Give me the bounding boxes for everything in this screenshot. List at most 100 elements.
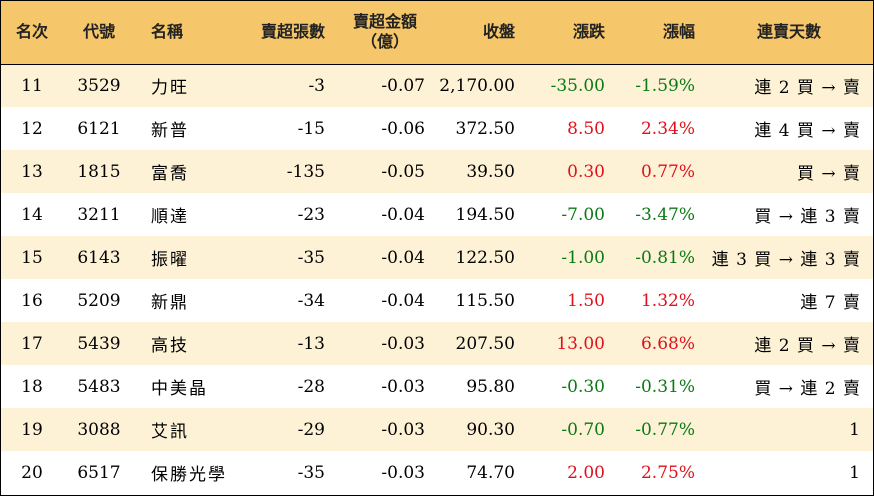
cell-sell-amount: -0.04: [381, 290, 425, 311]
cell-close: 39.50: [466, 161, 515, 182]
table-row: 19 3088 艾訊 -29 -0.03 90.30 -0.70 -0.77% 1: [1, 408, 873, 451]
cell-rank: 20: [21, 462, 43, 483]
table-row: 13 1815 富喬 -135 -0.05 39.50 0.30 0.77% 買 → 賣: [1, 150, 873, 193]
cell-close: 122.50: [455, 247, 515, 268]
cell-change: 1.50: [567, 290, 605, 311]
cell-change: -7.00: [561, 204, 605, 225]
cell-sell-lots: -3: [308, 75, 325, 96]
cell-code: 3529: [77, 75, 121, 96]
cell-code: 6121: [77, 118, 121, 139]
cell-sell-amount: -0.07: [381, 75, 425, 96]
cell-rank: 16: [21, 290, 43, 311]
cell-sell-lots: -15: [297, 118, 325, 139]
cell-sell-streak: 連 2 買 → 賣: [754, 336, 861, 356]
header-sell-streak: 連賣天數: [705, 1, 873, 65]
cell-sell-amount: -0.03: [381, 419, 425, 440]
cell-name: 順達: [151, 207, 189, 227]
cell-name: 保勝光學: [151, 465, 227, 485]
table-row: 17 5439 高技 -13 -0.03 207.50 13.00 6.68% 連 2 買 → …: [1, 322, 873, 365]
header-code: 代號: [63, 1, 135, 65]
cell-code: 3211: [77, 204, 121, 225]
header-change-pct: 漲幅: [615, 1, 705, 65]
cell-sell-amount: -0.06: [381, 118, 425, 139]
cell-sell-lots: -34: [297, 290, 325, 311]
cell-close: 115.50: [455, 290, 515, 311]
header-sell-amount: 賣超金額 （億）: [335, 1, 435, 65]
cell-change-pct: -0.77%: [635, 419, 695, 440]
cell-name: 新鼎: [151, 293, 189, 313]
cell-code: 6143: [77, 247, 121, 268]
cell-close: 194.50: [455, 204, 515, 225]
header-close: 收盤: [435, 1, 525, 65]
cell-name: 力旺: [151, 78, 189, 99]
cell-close: 207.50: [455, 333, 515, 354]
cell-change-pct: -0.81%: [635, 247, 695, 268]
cell-change: 2.00: [567, 462, 605, 483]
cell-sell-streak: 買 → 賣: [796, 164, 861, 184]
cell-rank: 12: [21, 118, 43, 139]
cell-sell-streak: 連 3 買 → 連 3 賣: [711, 250, 861, 270]
header-sell-lots: 賣超張數: [243, 1, 335, 65]
cell-sell-lots: -35: [297, 247, 325, 268]
cell-sell-amount: -0.04: [381, 204, 425, 225]
cell-rank: 15: [21, 247, 43, 268]
cell-sell-amount: -0.05: [381, 161, 425, 182]
cell-sell-amount: -0.04: [381, 247, 425, 268]
cell-sell-streak: 買 → 連 2 賣: [754, 379, 861, 399]
cell-close: 372.50: [455, 118, 515, 139]
cell-change-pct: -1.59%: [635, 75, 695, 96]
cell-rank: 14: [21, 204, 43, 225]
cell-code: 5483: [77, 376, 121, 397]
cell-sell-amount: -0.03: [381, 462, 425, 483]
cell-sell-amount: -0.03: [381, 333, 425, 354]
cell-sell-amount: -0.03: [381, 376, 425, 397]
cell-name: 新普: [151, 121, 189, 141]
cell-sell-lots: -23: [297, 204, 325, 225]
cell-name: 振曜: [151, 250, 189, 270]
cell-name: 艾訊: [151, 422, 189, 442]
table-body: 11 3529 力旺 -3 -0.07 2,170.00 -35.00 -1.59% 連 2 買…: [1, 64, 873, 494]
cell-close: 90.30: [466, 419, 515, 440]
table-row: 14 3211 順達 -23 -0.04 194.50 -7.00 -3.47% 買 → 連 3…: [1, 193, 873, 236]
cell-code: 1815: [77, 161, 121, 182]
cell-change-pct: 0.77%: [640, 161, 695, 182]
cell-change: 0.30: [567, 161, 605, 182]
cell-change: -0.70: [561, 419, 605, 440]
cell-rank: 13: [21, 161, 43, 182]
table-row: 12 6121 新普 -15 -0.06 372.50 8.50 2.34% 連 4 買 → 賣: [1, 107, 873, 150]
cell-close: 74.70: [466, 462, 515, 483]
cell-sell-lots: -28: [297, 376, 325, 397]
cell-sell-streak: 連 4 買 → 賣: [754, 121, 861, 141]
header-rank: 名次: [1, 1, 63, 65]
cell-name: 高技: [151, 336, 189, 356]
cell-sell-streak: 1: [849, 462, 861, 483]
cell-sell-lots: -135: [286, 161, 325, 182]
cell-code: 5209: [77, 290, 121, 311]
cell-change-pct: 2.75%: [640, 462, 695, 483]
cell-change: 8.50: [567, 118, 605, 139]
cell-close: 2,170.00: [439, 75, 515, 96]
cell-name: 中美晶: [151, 379, 208, 399]
cell-sell-lots: -35: [297, 462, 325, 483]
table-header-row: 名次 代號 名稱 賣超張數 賣超金額 （億） 收盤 漲跌 漲幅 連賣天數: [1, 1, 873, 65]
cell-change-pct: 1.32%: [640, 290, 695, 311]
cell-code: 6517: [77, 462, 121, 483]
cell-sell-streak: 1: [849, 419, 861, 440]
table-row: 20 6517 保勝光學 -35 -0.03 74.70 2.00 2.75% 1: [1, 451, 873, 494]
cell-rank: 18: [21, 376, 43, 397]
table-row: 16 5209 新鼎 -34 -0.04 115.50 1.50 1.32% 連 7 賣: [1, 279, 873, 322]
cell-rank: 11: [21, 75, 43, 96]
cell-change-pct: 2.34%: [640, 118, 695, 139]
cell-change-pct: 6.68%: [640, 333, 695, 354]
cell-sell-lots: -29: [297, 419, 325, 440]
cell-change: -0.30: [561, 376, 605, 397]
cell-change: 13.00: [556, 333, 605, 354]
cell-rank: 17: [21, 333, 43, 354]
cell-sell-lots: -13: [297, 333, 325, 354]
table-row: 18 5483 中美晶 -28 -0.03 95.80 -0.30 -0.31% 買 → 連 2…: [1, 365, 873, 408]
cell-name: 富喬: [151, 164, 189, 184]
table-row: 15 6143 振曜 -35 -0.04 122.50 -1.00 -0.81% 連 3 買 →…: [1, 236, 873, 279]
cell-close: 95.80: [466, 376, 515, 397]
cell-change-pct: -3.47%: [635, 204, 695, 225]
